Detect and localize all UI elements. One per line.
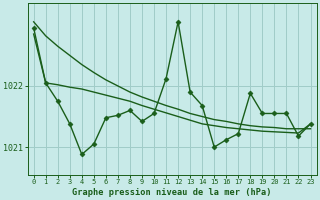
- X-axis label: Graphe pression niveau de la mer (hPa): Graphe pression niveau de la mer (hPa): [72, 188, 272, 197]
